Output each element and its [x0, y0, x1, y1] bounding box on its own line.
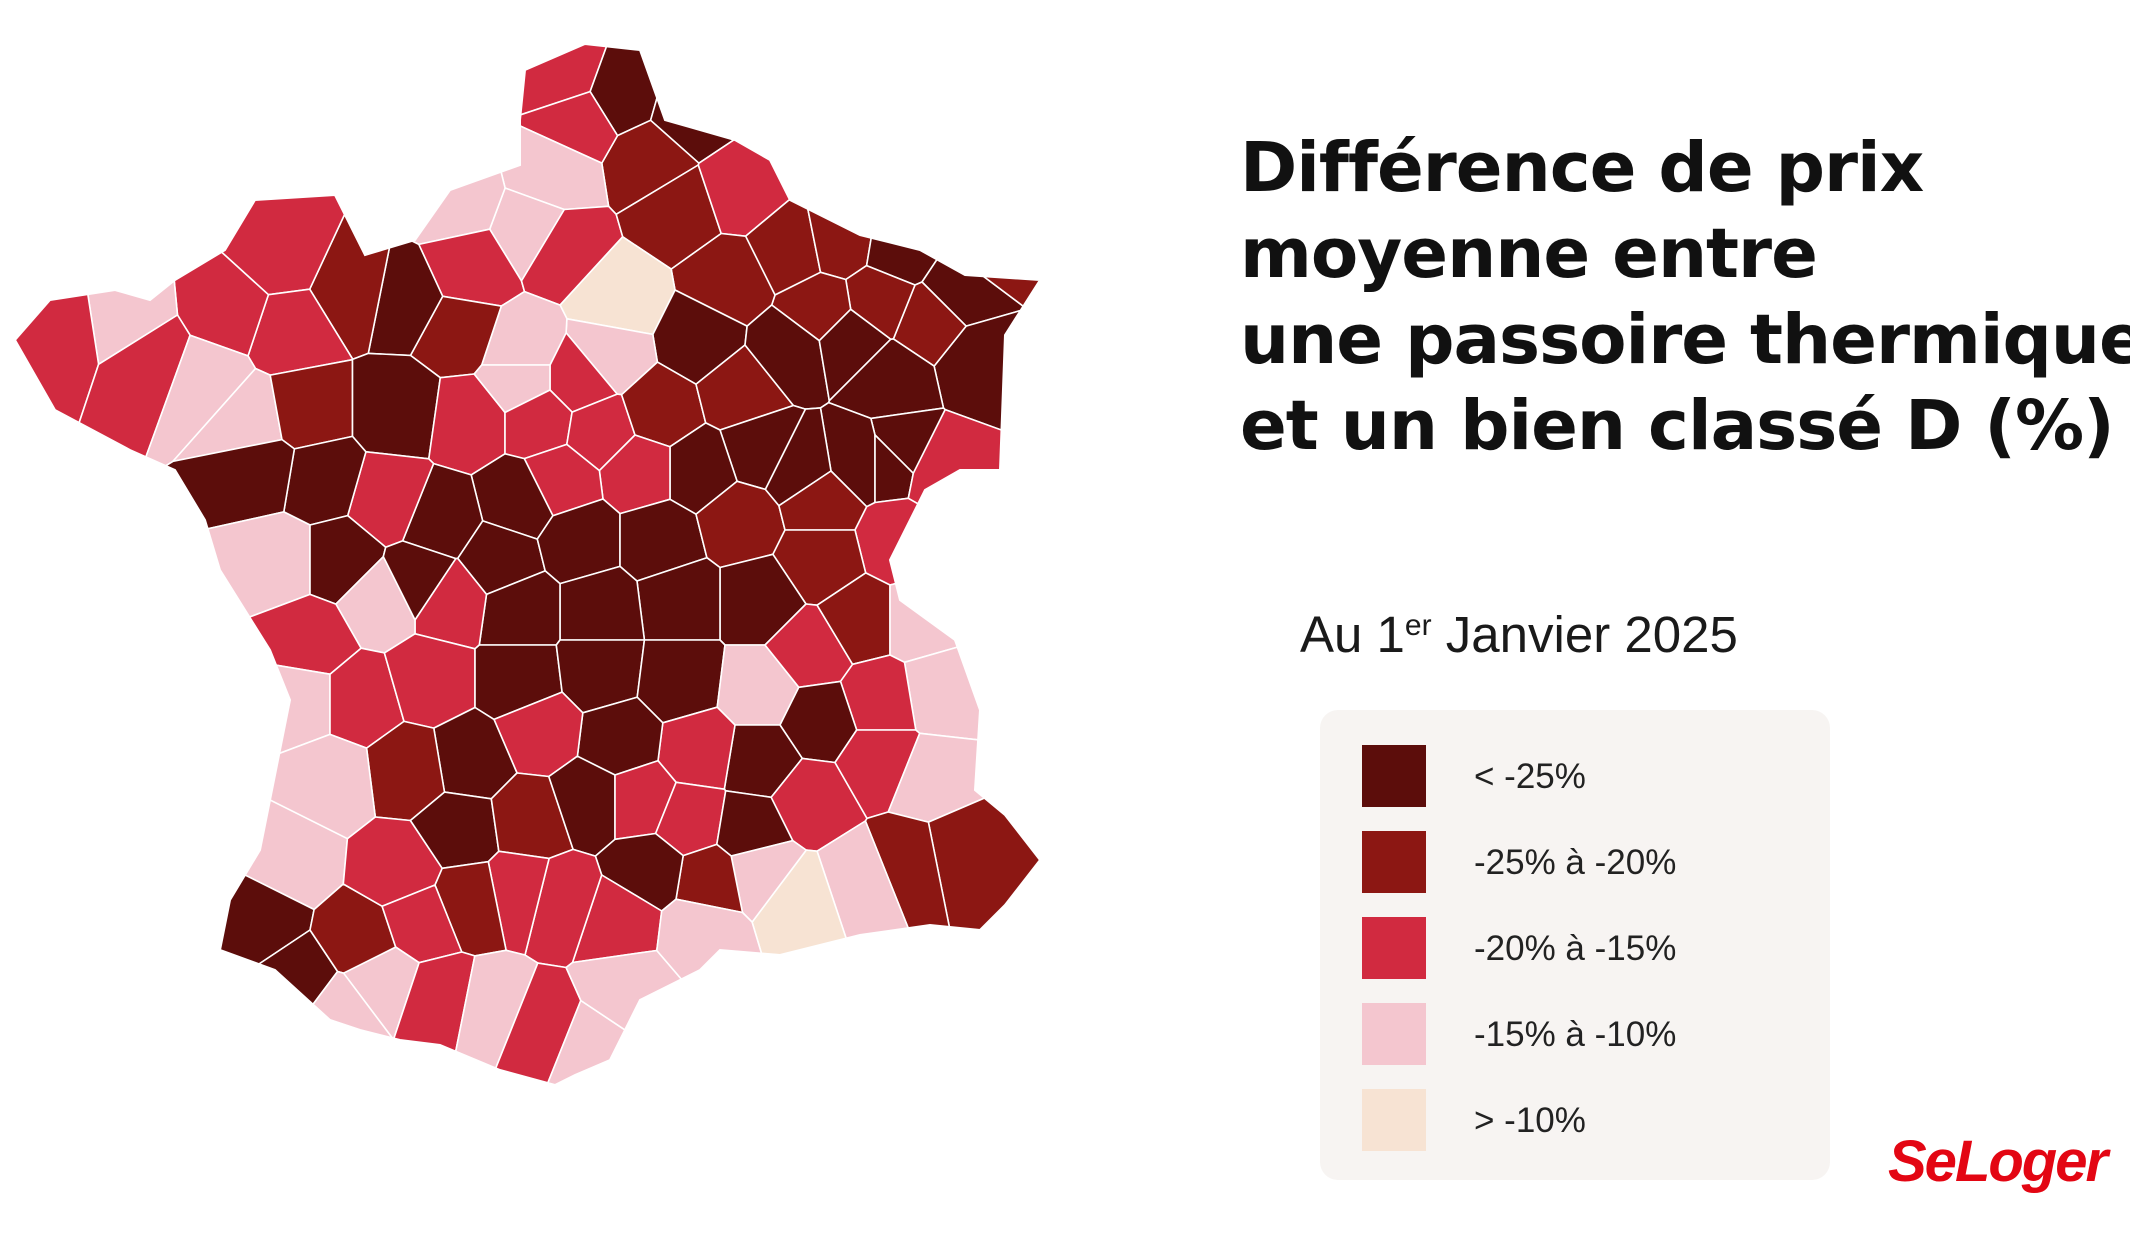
department-region	[865, 44, 946, 286]
legend-swatch	[1362, 831, 1426, 893]
department-region	[649, 44, 914, 164]
map-legend: < -25% -25% à -20% -20% à -15% -15% à -1…	[1320, 710, 1830, 1180]
title-line-last: et un bien classé D (%)	[1240, 383, 2115, 469]
legend-item: > -10%	[1362, 1089, 1802, 1151]
legend-item: -15% à -10%	[1362, 1003, 1802, 1065]
legend-label: -20% à -15%	[1474, 929, 1677, 968]
map-svg	[13, 42, 1042, 1087]
legend-swatch	[1362, 917, 1426, 979]
legend-label: -15% à -10%	[1474, 1015, 1677, 1054]
department-region	[351, 352, 442, 460]
department-region	[907, 408, 1040, 534]
legend-swatch	[1362, 745, 1426, 807]
title-line-text: et un bien classé D (%)	[1240, 386, 2115, 466]
subtitle-suffix: Janvier 2025	[1431, 606, 1738, 663]
map-title: Différence de prix moyenne entre une pas…	[1240, 125, 2130, 469]
mainland-regions	[15, 44, 1040, 1085]
legend-label: < -25%	[1474, 757, 1586, 796]
department-region	[944, 44, 1040, 317]
title-line: Différence de prix	[1240, 128, 1924, 208]
department-region	[81, 44, 357, 296]
department-region	[269, 358, 354, 450]
france-outline	[13, 42, 1042, 1087]
department-region	[473, 364, 551, 414]
legend-swatch	[1362, 1089, 1426, 1151]
title-line: une passoire thermique	[1240, 300, 2130, 380]
department-region	[15, 511, 311, 673]
legend-item: -25% à -20%	[1362, 831, 1802, 893]
legend-label: > -10%	[1474, 1101, 1586, 1140]
france-departments-map	[13, 42, 1042, 1087]
department-region	[802, 44, 912, 281]
subtitle-prefix: Au 1	[1300, 606, 1405, 663]
department-region	[54, 929, 339, 1085]
department-region	[15, 44, 100, 609]
legend-item: < -25%	[1362, 745, 1802, 807]
date-subtitle: Au 1er Janvier 2025	[1300, 605, 1738, 664]
department-region	[854, 497, 969, 586]
subtitle-superscript: er	[1404, 609, 1432, 642]
seloger-logo: SeLoger	[1888, 1129, 2108, 1194]
legend-swatch	[1362, 1003, 1426, 1065]
title-line: moyenne entre	[1240, 214, 1818, 294]
legend-item: -20% à -15%	[1362, 917, 1802, 979]
legend-label: -25% à -20%	[1474, 843, 1677, 882]
